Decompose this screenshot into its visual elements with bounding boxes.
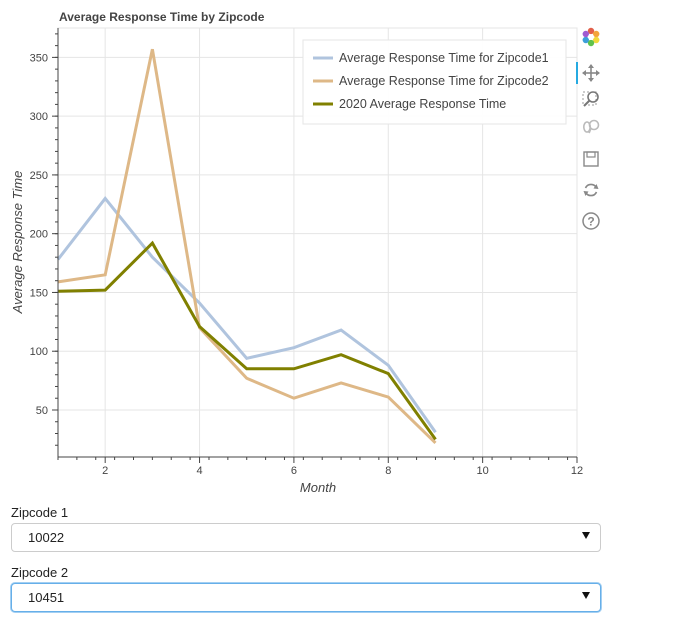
svg-text:?: ? [587, 215, 594, 229]
x-tick-label: 6 [291, 465, 297, 477]
series-line-1 [56, 195, 437, 434]
y-tick-label: 100 [30, 346, 48, 358]
zipcode1-select[interactable]: 10022 [11, 523, 601, 552]
line-chart: Average Response Time by Zipcode 2 4 6 8 10 1… [10, 10, 583, 495]
zipcode1-value: 10022 [28, 530, 65, 545]
zipcode2-label: Zipcode 2 [11, 565, 69, 580]
y-tick-label: 50 [36, 405, 48, 417]
series-lines [56, 48, 437, 444]
x-tick-label: 2 [102, 465, 108, 477]
x-tick-label: 4 [196, 465, 202, 477]
zipcode1-label: Zipcode 1 [11, 505, 69, 520]
x-tick-label: 8 [385, 465, 391, 477]
chevron-down-icon [582, 592, 590, 599]
legend-box [302, 39, 567, 125]
save-icon[interactable] [580, 148, 602, 170]
active-tool-indicator [576, 62, 578, 84]
x-axis-label: Month [300, 480, 336, 495]
box-zoom-icon[interactable] [580, 88, 602, 110]
legend-label: 2020 Average Response Time [339, 97, 506, 111]
x-tick-label: 12 [571, 465, 583, 477]
chevron-down-icon [582, 532, 590, 539]
pan-icon[interactable] [580, 62, 602, 84]
zipcode2-value: 10451 [28, 590, 65, 605]
y-axis-label: Average Response Time [10, 171, 25, 315]
x-tick-label: 10 [477, 465, 489, 477]
y-tick-label: 200 [30, 229, 48, 241]
series-line-2 [57, 48, 437, 444]
wheel-zoom-icon[interactable] [580, 116, 602, 138]
legend: Average Response Time for Zipcode1 Averag… [302, 39, 567, 125]
chart-title: Average Response Time by Zipcode [59, 10, 265, 24]
y-tick-label: 250 [30, 170, 48, 182]
legend-label: Average Response Time for Zipcode1 [339, 51, 549, 65]
bokeh-logo-icon[interactable] [580, 26, 602, 48]
series-line-3 [57, 240, 437, 441]
legend-label: Average Response Time for Zipcode2 [339, 74, 549, 88]
y-tick-label: 350 [30, 52, 48, 64]
help-icon[interactable]: ? [580, 210, 602, 232]
y-tick-label: 300 [30, 111, 48, 123]
y-tick-label: 150 [30, 287, 48, 299]
reset-icon[interactable] [580, 179, 602, 201]
axes: 2 4 6 8 10 12 50 100 150 200 250 300 350 [30, 28, 583, 477]
zipcode2-select[interactable]: 10451 [11, 583, 601, 612]
